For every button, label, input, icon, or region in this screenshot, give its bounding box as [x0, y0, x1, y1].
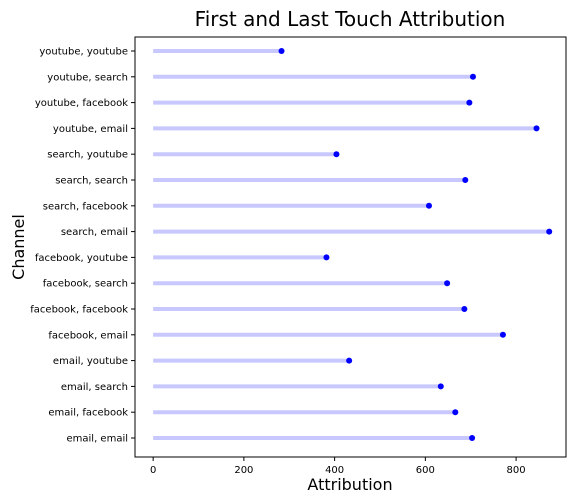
y-tick-label: facebook, facebook [30, 305, 128, 316]
y-tick-label: youtube, youtube [39, 47, 128, 58]
y-tick-label: email, search [61, 382, 128, 393]
data-point [323, 254, 330, 261]
y-tick-label: facebook, youtube [35, 253, 128, 264]
markers-group [278, 48, 553, 441]
y-tick-label: email, facebook [48, 408, 128, 419]
data-point [452, 409, 459, 416]
y-tick-label: facebook, email [48, 330, 128, 341]
x-tick-label: 800 [507, 465, 526, 476]
data-point [346, 357, 353, 364]
x-axis-ticks: 0 200 400 600 800 [150, 457, 526, 476]
data-point [278, 48, 285, 54]
y-tick-label: youtube, email [53, 124, 128, 135]
x-tick-label: 600 [416, 465, 435, 476]
y-tick-label: search, youtube [47, 150, 128, 161]
x-tick-label: 400 [325, 465, 344, 476]
data-point [444, 280, 451, 287]
data-point [466, 99, 473, 106]
y-tick-label: facebook, search [43, 279, 128, 290]
x-tick-label: 200 [234, 465, 253, 476]
data-point [469, 435, 476, 441]
stems-group [153, 49, 550, 440]
data-point [546, 228, 553, 235]
chart-title: First and Last Touch Attribution [195, 7, 506, 31]
y-axis-ticks: youtube, youtube youtube, search youtube, … [30, 47, 135, 445]
y-tick-label: youtube, facebook [35, 98, 128, 109]
data-point [333, 151, 340, 158]
data-point [469, 73, 476, 80]
plot-frame [134, 36, 567, 458]
data-point [533, 125, 540, 132]
y-tick-label: youtube, search [47, 72, 128, 83]
data-point [461, 306, 468, 312]
y-tick-label: email, email [66, 434, 128, 445]
data-point [437, 383, 444, 390]
y-tick-label: search, email [61, 227, 128, 238]
data-point [425, 202, 432, 209]
y-tick-label: search, search [55, 176, 128, 187]
x-tick-label: 0 [150, 465, 156, 476]
y-tick-label: email, youtube [53, 356, 128, 367]
x-axis-label: Attribution [307, 475, 392, 494]
y-tick-label: search, facebook [43, 201, 128, 212]
y-axis-label: Channel [9, 214, 28, 280]
data-point [462, 177, 469, 183]
data-point [499, 331, 506, 338]
